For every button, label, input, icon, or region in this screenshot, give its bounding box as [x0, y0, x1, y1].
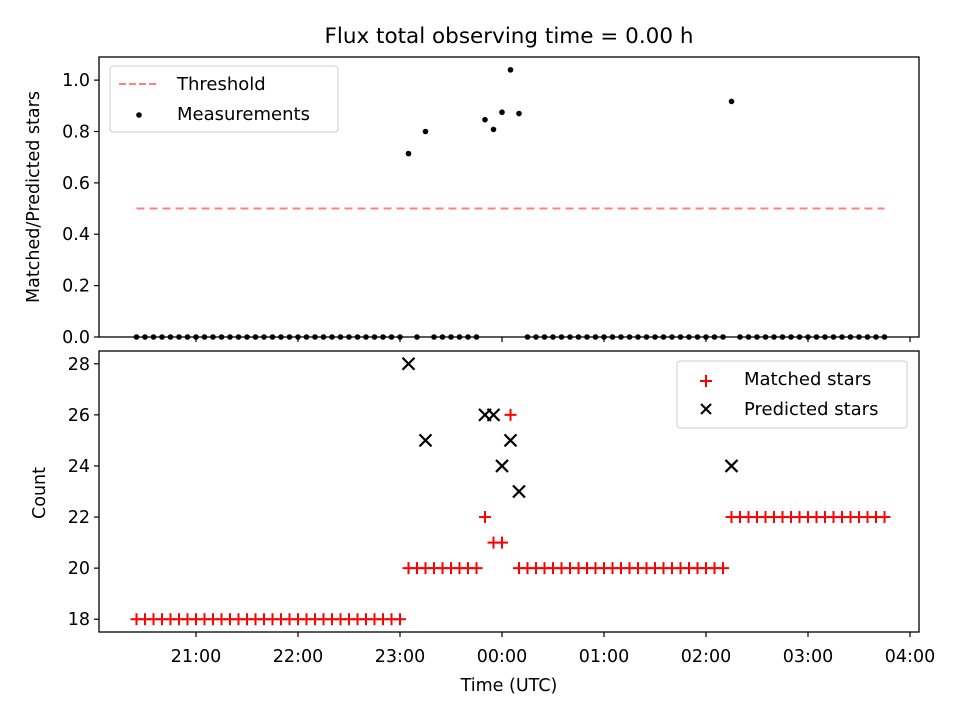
- bottom-panel-xlabel: Time (UTC): [460, 676, 558, 696]
- measurement-point: [490, 126, 497, 133]
- bottom-ytick-label: 22: [68, 508, 90, 528]
- measurement-point: [516, 110, 522, 117]
- bottom-panel-ylabel: Count: [30, 467, 50, 519]
- predicted-legend-swatch: [700, 403, 712, 415]
- predicted-legend-label: Predicted stars: [744, 399, 878, 420]
- bottom-ytick-label: 26: [68, 406, 90, 426]
- measurement-point: [728, 98, 735, 105]
- bottom-panel-frame: [98, 350, 920, 633]
- top-panel: Flux total observing time = 0.00 h Match…: [24, 24, 920, 348]
- measurement-point: [507, 67, 514, 73]
- predicted-star-point: [512, 484, 526, 499]
- top-legend: Threshold Measurements: [109, 65, 339, 133]
- bottom-xtick-label: 23:00: [375, 647, 425, 667]
- top-legend-box: [109, 65, 339, 133]
- matched-star-point: [504, 408, 517, 421]
- measurement-point: [405, 150, 412, 157]
- bottom-xtick-label: 03:00: [783, 647, 833, 667]
- bottom-ytick-label: 20: [68, 559, 90, 579]
- matched-star-point: [479, 511, 491, 524]
- top-ytick-label: 0.4: [62, 225, 90, 245]
- top-ytick-label: 1.0: [62, 71, 90, 91]
- predicted-star-point: [486, 408, 501, 422]
- bottom-xtick-label: 21:00: [171, 647, 221, 667]
- bottom-plot-area: [130, 356, 891, 626]
- top-panel-ylabel: Matched/Predicted stars: [24, 91, 44, 303]
- top-ytick-label: 0.8: [62, 122, 90, 142]
- threshold-legend-label: Threshold: [176, 74, 266, 95]
- predicted-star-point: [495, 459, 509, 473]
- top-ytick-label: 0.2: [62, 277, 90, 297]
- matched-legend-swatch: [700, 375, 712, 387]
- matched-legend-label: Matched stars: [744, 369, 871, 390]
- bottom-xtick-label: 22:00: [273, 647, 323, 667]
- bottom-xtick-label: 04:00: [885, 647, 935, 667]
- bottom-ytick-label: 18: [68, 610, 90, 630]
- bottom-y-ticks: 18 20 22 24 26 28: [68, 355, 99, 630]
- matched-star-point: [394, 613, 406, 626]
- bottom-x-ticks: 21:00 22:00 23:00 00:00 01:00 02:00 03:00 04:00: [171, 632, 935, 667]
- measurement-point: [499, 109, 505, 116]
- bottom-xtick-label: 02:00: [681, 647, 731, 667]
- predicted-star-point: [724, 459, 739, 473]
- bottom-xtick-label: 01:00: [579, 647, 629, 667]
- matched-star-point: [878, 511, 891, 524]
- matched-star-point: [496, 536, 508, 549]
- top-ytick-label: 0.0: [62, 328, 90, 348]
- bottom-legend: Matched stars Predicted stars: [676, 360, 908, 429]
- top-ytick-label: 0.6: [62, 174, 90, 194]
- measurements-legend-label: Measurements: [177, 104, 310, 125]
- matched-star-point: [470, 562, 483, 575]
- measurement-point: [482, 116, 488, 123]
- matched-star-point: [717, 562, 729, 575]
- bottom-panel: Count Time (UTC) 18 20 22 24 26 28 21:00 22:00…: [30, 350, 935, 696]
- bottom-ytick-label: 28: [68, 355, 90, 375]
- top-x-ticks: [195, 337, 911, 342]
- measurements-legend-swatch: [136, 112, 142, 118]
- top-plot-area: [133, 67, 888, 340]
- measurement-point: [422, 128, 429, 135]
- top-panel-title: Flux total observing time = 0.00 h: [325, 24, 694, 49]
- bottom-legend-box: [676, 360, 908, 429]
- predicted-star-point: [503, 433, 518, 448]
- bottom-ytick-label: 24: [68, 457, 90, 477]
- predicted-star-point: [418, 433, 433, 448]
- top-panel-frame: [98, 56, 920, 338]
- predicted-star-point: [401, 356, 416, 371]
- top-y-ticks: 0.0 0.2 0.4 0.6 0.8 1.0: [62, 71, 99, 348]
- bottom-xtick-label: 00:00: [477, 647, 527, 667]
